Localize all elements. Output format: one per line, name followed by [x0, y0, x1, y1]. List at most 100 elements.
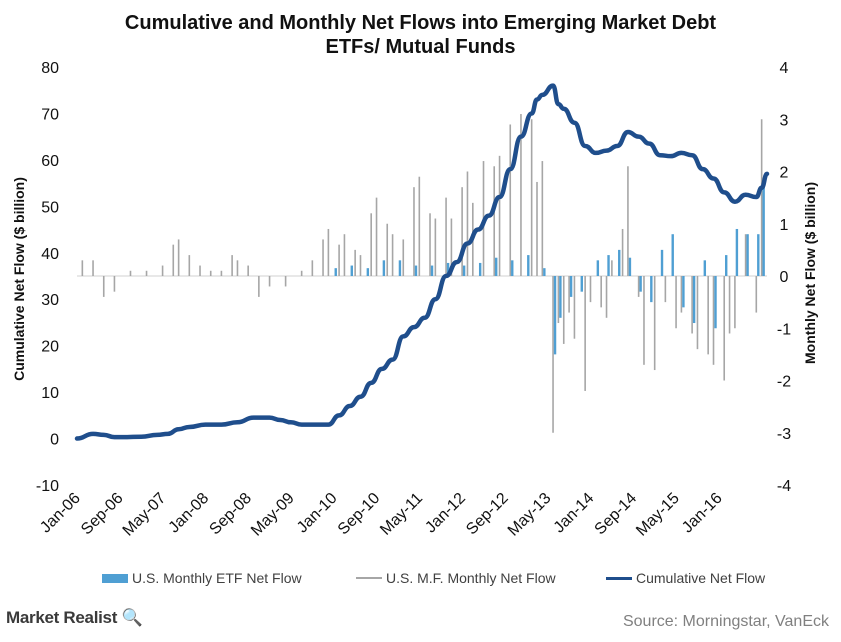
x-tick-label: May-09	[248, 490, 298, 540]
y-right-tick-label: 4	[780, 60, 789, 77]
mf-flow-bar	[445, 197, 447, 276]
mf-flow-bar	[268, 276, 271, 287]
mf-flow-bar	[370, 213, 372, 276]
x-tick-label: Jan-06	[37, 490, 84, 537]
etf-flow-bar	[430, 265, 434, 276]
chart-area: 80706050403020100-1043210-1-2-3-4Cumulat…	[11, 60, 818, 540]
x-tick-label: Jan-08	[166, 490, 213, 537]
mf-flow-bar	[413, 187, 415, 276]
etf-flow-bar	[596, 260, 600, 276]
etf-flow-bar	[607, 255, 610, 276]
mf-flow-bar	[530, 119, 533, 276]
mf-flow-bar	[621, 228, 624, 276]
etf-flow-bar	[559, 276, 562, 318]
mf-flow-bar	[386, 223, 389, 276]
mf-flow-bar	[498, 155, 501, 276]
mf-flow-bar	[177, 239, 180, 276]
mf-flow-bar	[327, 228, 330, 276]
etf-flow-bar	[366, 268, 370, 276]
mf-flow-bar	[236, 260, 239, 276]
x-tick-label: May-13	[505, 490, 555, 540]
legend-etf-label: U.S. Monthly ETF Net Flow	[132, 570, 302, 586]
y-left-axis-title: Cumulative Net Flow ($ billion)	[11, 177, 27, 381]
etf-flow-bar	[569, 276, 573, 297]
etf-flow-bar	[757, 234, 760, 276]
etf-flow-bar	[671, 234, 674, 276]
mf-flow-bar	[536, 181, 538, 276]
mf-flow-bar	[461, 187, 463, 276]
legend-mf-swatch	[356, 577, 382, 579]
x-tick-label: May-11	[377, 490, 426, 539]
etf-flow-bar	[746, 234, 749, 276]
mf-flow-bar	[429, 213, 431, 276]
mf-flow-bar	[696, 276, 699, 350]
etf-flow-bar	[660, 249, 664, 276]
mf-flow-bar	[129, 270, 132, 276]
y-left-tick-label: 20	[41, 339, 59, 356]
mf-flow-bar	[734, 276, 736, 329]
y-right-tick-label: 1	[780, 217, 789, 234]
x-tick-label: Jan-14	[551, 490, 598, 537]
legend-cumulative: Cumulative Net Flow	[606, 570, 765, 586]
etf-flow-bar	[495, 257, 498, 276]
etf-flow-bar	[580, 276, 583, 292]
y-right-tick-label: 2	[780, 165, 789, 182]
mf-flow-bar	[92, 260, 94, 276]
y-left-tick-label: 30	[41, 292, 59, 309]
mf-flow-bar	[258, 276, 260, 297]
mf-flow-bar	[760, 119, 763, 276]
etf-flow-bar	[628, 257, 632, 276]
y-right-tick-label: 3	[780, 112, 789, 129]
y-left-tick-label: 0	[50, 432, 59, 449]
etf-flow-bar	[462, 265, 466, 276]
mf-flow-bar	[81, 260, 84, 276]
cumulative-flow-line	[74, 83, 770, 441]
x-tick-label: Sep-10	[335, 490, 384, 539]
mf-flow-bar	[493, 166, 496, 276]
etf-flow-bar	[414, 265, 418, 276]
mf-flow-bar	[102, 276, 105, 297]
mf-flow-bar	[589, 276, 592, 303]
x-tick-label: Sep-08	[206, 490, 255, 539]
mf-flow-bar	[605, 276, 608, 318]
mf-flow-bar	[188, 255, 191, 276]
mf-flow-bar	[562, 276, 565, 344]
mf-flow-bar	[755, 276, 758, 313]
mf-flow-bar	[744, 234, 747, 276]
etf-flow-bar	[446, 262, 450, 276]
x-tick-label: Sep-14	[592, 490, 641, 539]
brand-text: Market Realist	[6, 608, 118, 627]
magnifier-icon: 🔍	[117, 608, 143, 627]
mf-flow-bar	[643, 276, 645, 365]
legend-etf-swatch	[102, 573, 128, 583]
mf-flow-bar	[664, 276, 667, 303]
mf-flow-bar	[466, 171, 469, 276]
etf-flow-bar	[639, 276, 642, 292]
brand-logo: Market Realist 🔍	[6, 608, 143, 628]
x-tick-label: Jan-10	[294, 490, 341, 537]
etf-flow-bar	[398, 260, 402, 276]
mf-flow-bar	[172, 244, 175, 276]
etf-flow-bar	[350, 265, 353, 276]
mf-flow-bar	[509, 124, 512, 276]
y-right-axis-title: Monthly Net Flow ($ billion)	[802, 182, 818, 364]
mf-flow-bar	[284, 276, 287, 287]
y-left-tick-label: 80	[41, 60, 59, 77]
y-right-tick-label: 0	[780, 269, 789, 286]
etf-flow-bar	[650, 276, 653, 303]
etf-flow-bar	[511, 260, 514, 276]
mf-flow-bar	[247, 265, 249, 276]
mf-flow-bar	[552, 276, 554, 433]
x-tick-label: Sep-12	[463, 490, 512, 539]
mf-flow-bar	[209, 270, 212, 276]
mf-flow-bar	[723, 276, 726, 381]
mf-flow-bar	[161, 265, 164, 276]
x-tick-label: May-07	[120, 490, 170, 540]
mf-flow-bar	[338, 244, 340, 276]
mf-flow-bar	[113, 276, 116, 292]
mf-flow-bar	[391, 234, 394, 276]
etf-flow-bar	[553, 276, 557, 355]
mf-flow-bar	[450, 218, 453, 276]
mf-flow-bar	[418, 176, 421, 276]
mf-flow-bar	[584, 276, 586, 391]
